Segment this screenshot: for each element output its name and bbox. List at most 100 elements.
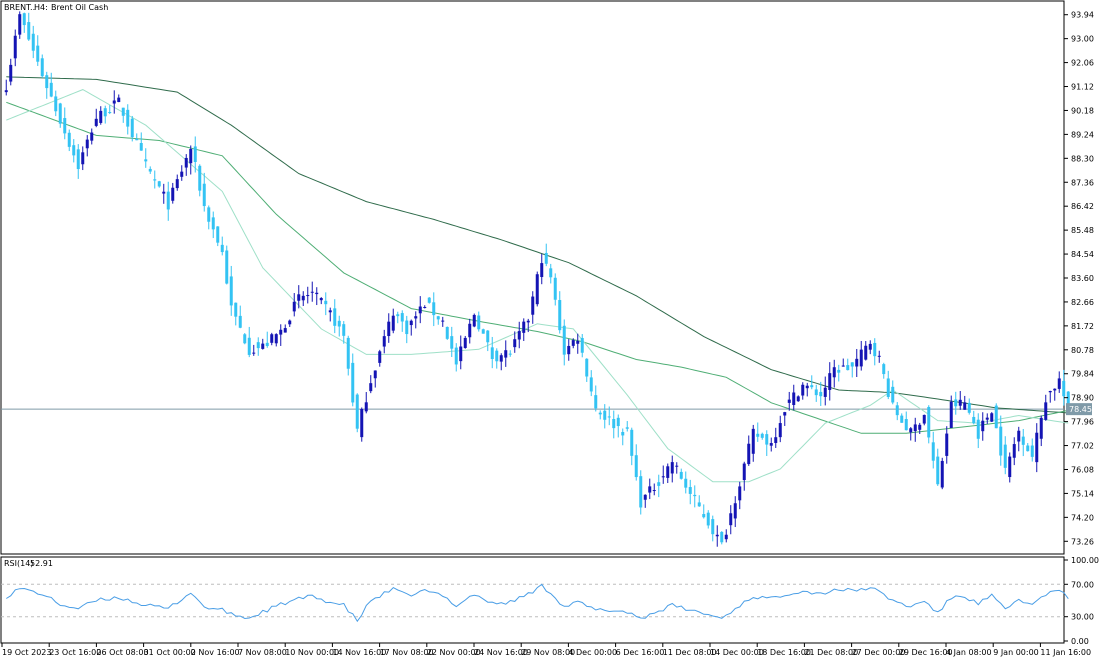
candle-body [567, 345, 571, 355]
candle-body [661, 476, 665, 478]
candle-body [495, 350, 499, 362]
candle-body [522, 321, 526, 333]
candle-body [922, 414, 926, 424]
candle-body [990, 413, 994, 422]
candle-body [1012, 444, 1016, 458]
candle-body [855, 358, 859, 367]
candle-body [369, 383, 373, 392]
candle-body [562, 325, 566, 355]
candle-body [945, 433, 949, 456]
candle-body [504, 350, 508, 358]
candle-body [166, 191, 170, 210]
candle-body [967, 402, 971, 413]
price-tick-label: 84.54 [1071, 250, 1094, 259]
candle-body [544, 252, 548, 264]
candle-body [202, 183, 206, 207]
candle-body [508, 353, 512, 355]
candle-body [603, 410, 607, 420]
candle-body [135, 138, 139, 141]
candle-body [261, 343, 265, 349]
time-tick-label: 14 Dec 00:00 [710, 648, 764, 657]
candle-body [22, 13, 26, 26]
candle-body [909, 428, 913, 433]
candle-body [1026, 445, 1030, 452]
candle-body [283, 328, 287, 333]
candle-body [328, 310, 332, 313]
candle-body [913, 424, 917, 432]
candle-body [423, 307, 427, 309]
candle-body [270, 334, 274, 343]
candle-body [198, 165, 202, 191]
candle-body [373, 370, 377, 379]
candle-body [9, 64, 13, 82]
candle-body [153, 179, 157, 181]
rsi-path [6, 583, 1069, 623]
candle-body [868, 343, 872, 350]
candle-body [756, 433, 760, 437]
candle-body [405, 320, 409, 335]
candle-body [1021, 436, 1025, 445]
candle-body [387, 321, 391, 337]
time-tick-label: 11 Jan 16:00 [1040, 648, 1091, 657]
current-price-tag-bg [1066, 403, 1092, 416]
candle-body [54, 96, 58, 112]
candle-body [139, 143, 143, 151]
candle-body [580, 337, 584, 353]
price-tick-label: 81.72 [1071, 322, 1094, 331]
candle-body [616, 417, 620, 427]
price-tick-label: 90.18 [1071, 106, 1094, 115]
candle-body [400, 313, 404, 322]
candle-body [409, 320, 413, 326]
current-price-tag-label: 78.45 [1069, 405, 1092, 414]
candle-body [864, 345, 868, 360]
candle-body [18, 14, 22, 35]
candle-body [454, 347, 458, 365]
candle-body [99, 110, 103, 123]
candle-body [148, 168, 152, 172]
candle-body [769, 443, 773, 446]
candle-body [297, 294, 301, 301]
candle-body [121, 107, 125, 116]
candle-body [576, 340, 580, 344]
candle-body [891, 386, 895, 403]
candle-body [157, 181, 161, 187]
candle-body [90, 132, 94, 141]
candle-body [963, 402, 967, 410]
candle-body [1066, 391, 1070, 408]
candle-body [657, 482, 661, 486]
candle-body [972, 416, 976, 424]
candle-body [1062, 380, 1066, 397]
candle-body [360, 408, 364, 438]
candle-body [207, 207, 211, 222]
time-tick-label: 26 Oct 08:00 [96, 648, 148, 657]
price-tick-label: 77.96 [1071, 418, 1094, 427]
candle-body [126, 109, 130, 127]
price-tick-label: 83.60 [1071, 274, 1094, 283]
candle-body [927, 406, 931, 438]
candle-body [94, 118, 98, 126]
rsi-tick-label: 70.00 [1071, 580, 1094, 589]
candle-body [670, 462, 674, 474]
rsi-panel-frame [0, 556, 1065, 644]
candle-body [589, 377, 593, 392]
candle-body [1035, 432, 1039, 463]
candle-body [274, 334, 278, 344]
candle-body [315, 292, 319, 295]
candle-body [882, 364, 886, 375]
candle-body [1003, 444, 1007, 468]
candle-body [337, 320, 341, 327]
candle-body [58, 103, 62, 124]
candle-body [819, 391, 823, 397]
candle-body [981, 420, 985, 432]
candle-body [184, 157, 188, 168]
candle-body [144, 159, 148, 162]
candle-body [724, 534, 728, 540]
ma-mid-line [6, 101, 1069, 434]
rsi-tick-label: 100.00 [1071, 556, 1099, 565]
candle-body [742, 463, 746, 481]
candle-body [162, 191, 166, 194]
candle-body [958, 399, 962, 406]
time-tick-label: 14 Nov 16:00 [332, 648, 386, 657]
chart-instrument: Brent Oil Cash [51, 3, 108, 12]
candle-body [1008, 456, 1012, 478]
